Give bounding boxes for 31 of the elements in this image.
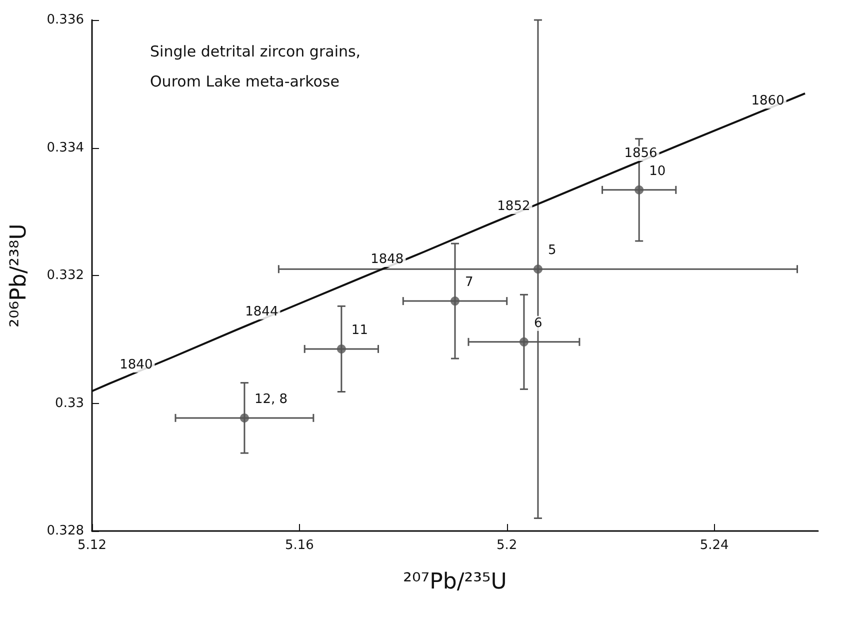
annotation: Single detrital zircon grains,: [150, 42, 361, 60]
point: [519, 337, 528, 346]
annotation: 11: [351, 322, 368, 338]
y-tick-label: 0.336: [46, 12, 84, 28]
annotation: 1840: [120, 357, 153, 372]
annotation: 6: [534, 316, 542, 331]
y-axis-title: ²⁰⁶Pb/²³⁸U: [6, 224, 32, 328]
annotation: 10: [649, 164, 666, 179]
y-tick-label: 0.334: [46, 140, 84, 156]
annotation: 1856: [624, 146, 658, 162]
y-tick-label: 0.328: [46, 524, 84, 538]
annotation: Ourom Lake meta-arkose: [150, 72, 340, 90]
point: [533, 264, 542, 274]
x-tick-label: 5.24: [700, 538, 729, 553]
point: [240, 413, 249, 422]
x-tick-label: 5.2: [496, 538, 518, 553]
point: [336, 344, 346, 354]
y-tick-label: 0.332: [46, 268, 84, 283]
x-tick-label: 5.16: [284, 538, 314, 553]
annotation: 7: [465, 275, 474, 290]
point: [634, 185, 644, 194]
annotation: 5: [548, 243, 556, 258]
annotation: 1860: [751, 94, 784, 109]
annotation: 1844: [245, 304, 278, 320]
annotation: 12, 8: [254, 392, 288, 407]
annotation: 1852: [497, 199, 530, 214]
point: [450, 296, 460, 306]
annotation: 1848: [370, 252, 404, 268]
x-tick-label: 5.12: [78, 538, 106, 553]
y-tick-label: 0.33: [55, 396, 84, 411]
x-axis-title: ²⁰⁷Pb/²³⁵U: [403, 570, 507, 594]
